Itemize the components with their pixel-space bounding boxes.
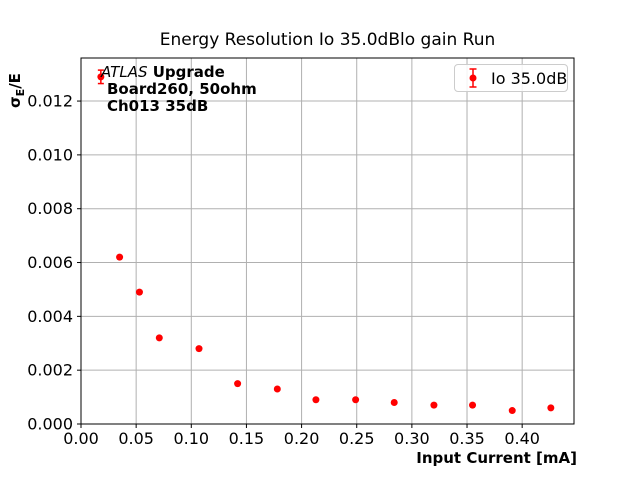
x-tick-label: 0.00	[63, 429, 99, 448]
y-axis-label-sigma: σ	[6, 96, 24, 108]
plot-frame	[80, 57, 575, 425]
x-tick-label: 0.10	[173, 429, 209, 448]
annotation-upgrade: Upgrade	[152, 63, 225, 81]
y-tick-label: 0.010	[27, 145, 73, 164]
annotation-line-3: Ch013 35dB	[107, 97, 209, 115]
legend-label: Io 35.0dB	[491, 68, 568, 88]
legend: Io 35.0dB	[454, 64, 568, 92]
annotation-line-2: Board260, 50ohm	[107, 80, 257, 98]
y-tick-label: 0.012	[27, 92, 73, 111]
y-tick-label: 0.004	[27, 307, 73, 326]
data-point	[352, 396, 360, 404]
data-point	[508, 407, 516, 415]
y-tick-label: 0.008	[27, 199, 73, 218]
x-tick-label: 0.25	[339, 429, 375, 448]
data-point	[234, 380, 242, 388]
data-point	[97, 73, 105, 81]
y-tick-label: 0.006	[27, 253, 73, 272]
data-point	[116, 253, 124, 261]
data-point	[195, 345, 203, 353]
x-tick-label: 0.35	[449, 429, 485, 448]
data-point	[469, 401, 477, 409]
chart-title: Energy Resolution Io 35.0dBlo gain Run	[159, 30, 496, 50]
annotation-text: ATLAS Upgrade Board260, 50ohm Ch013 35dB	[101, 64, 257, 115]
y-axis-label: σE/E	[6, 73, 27, 108]
y-axis-label-subscript: E	[14, 88, 27, 97]
data-point	[312, 396, 320, 404]
data-point	[390, 398, 398, 406]
y-axis-label-rest: /E	[6, 73, 24, 89]
x-axis-label: Input Current [mA]	[416, 449, 577, 467]
annotation-line-1: ATLAS Upgrade	[101, 64, 257, 81]
data-point	[135, 288, 143, 296]
legend-errorbar-marker-icon	[469, 68, 477, 88]
data-point	[430, 401, 438, 409]
x-tick-label: 0.20	[284, 429, 320, 448]
x-tick-label: 0.15	[229, 429, 265, 448]
x-tick-label: 0.05	[118, 429, 154, 448]
annotation-atlas: ATLAS	[101, 63, 148, 81]
x-tick-label: 0.30	[394, 429, 430, 448]
y-tick-label: 0.000	[27, 415, 73, 434]
data-point	[155, 334, 163, 342]
data-point	[273, 385, 281, 393]
x-tick-label: 0.40	[504, 429, 540, 448]
y-tick-label: 0.002	[27, 361, 73, 380]
data-point	[547, 404, 555, 412]
